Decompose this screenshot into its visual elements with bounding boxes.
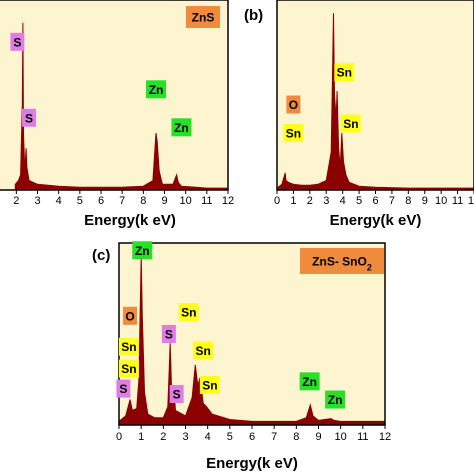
- peak-label-box: [199, 375, 220, 394]
- plot-background: [277, 0, 474, 190]
- x-tick-label: 3: [182, 431, 188, 443]
- peak-label-box: [325, 390, 346, 409]
- peak-label-box: [286, 95, 301, 114]
- peak-label-s: S: [25, 111, 33, 125]
- x-tick-label: 12: [222, 195, 234, 207]
- panel-label: (b): [244, 7, 263, 24]
- spectrum-trace: [14, 22, 228, 190]
- peak-label-zn: Zn: [135, 244, 150, 258]
- peak-label-box: [132, 241, 153, 260]
- peak-label-box: [118, 337, 139, 356]
- x-tick-label: 5: [356, 195, 362, 207]
- x-tick-label: 0: [116, 431, 122, 443]
- x-tick-label: 10: [435, 195, 447, 207]
- x-tick-label: 11: [357, 431, 368, 443]
- spectrum-trace: [277, 13, 474, 190]
- sample-label: ZnS- SnO2: [312, 255, 372, 273]
- x-tick-label: 7: [389, 195, 395, 207]
- peak-label-box: [178, 303, 199, 322]
- x-tick-label: 2: [307, 195, 313, 207]
- peak-label-zn: Zn: [328, 393, 343, 407]
- x-tick-label: 8: [140, 195, 146, 207]
- peak-label-box: [283, 124, 304, 142]
- x-tick-label: 10: [335, 431, 347, 443]
- sample-label-box: [186, 6, 220, 28]
- x-tick-label: 5: [77, 195, 83, 207]
- x-tick-label: 6: [98, 195, 104, 207]
- peak-label-sn: Sn: [286, 127, 301, 141]
- peak-label-box: [123, 306, 138, 325]
- x-tick-label: 2: [160, 431, 166, 443]
- x-tick-label: 4: [340, 195, 346, 207]
- x-axis-title: Energy(k eV): [330, 212, 422, 229]
- x-tick-label: 9: [315, 431, 321, 443]
- x-tick-label: 11: [452, 195, 463, 207]
- x-tick-label: 3: [323, 195, 329, 207]
- x-tick-label: 4: [56, 195, 62, 207]
- peak-label-o: O: [125, 309, 134, 323]
- peak-label-sn: Sn: [121, 362, 136, 376]
- peak-label-box: [171, 118, 192, 137]
- peak-label-o: O: [289, 98, 298, 112]
- peak-label-box: [118, 359, 139, 378]
- x-tick-label: 7: [271, 431, 277, 443]
- peak-label-s: S: [173, 388, 181, 402]
- panel-label: (c): [92, 247, 110, 264]
- sample-label: ZnS: [192, 11, 215, 25]
- x-tick-label: 0: [274, 195, 280, 207]
- x-tick-label: 12: [379, 431, 391, 443]
- sample-label-box: [300, 248, 384, 274]
- peak-label-sn: Sn: [181, 306, 196, 320]
- x-axis-title: Energy(k eV): [206, 455, 298, 472]
- peak-label-box: [340, 114, 361, 133]
- peak-label-box: [146, 80, 167, 99]
- x-tick-label: 5: [227, 431, 233, 443]
- x-tick-label: 7: [119, 195, 125, 207]
- peak-label-sn: Sn: [337, 66, 352, 80]
- peak-label-zn: Zn: [149, 83, 164, 97]
- x-tick-label: 6: [249, 431, 255, 443]
- x-tick-label: 10: [180, 195, 192, 207]
- spectrum-trace: [119, 255, 385, 425]
- x-tick-label: 11: [201, 195, 212, 207]
- peak-label-s: S: [119, 382, 127, 396]
- x-tick-label: 9: [161, 195, 167, 207]
- x-tick-label: 9: [422, 195, 428, 207]
- eds-panel-0: 2 3 4 5 6 7 8 9 10 11 12 Energy(k eV) ZnS S S Zn Zn: [0, 0, 234, 229]
- x-tick-label: 8: [293, 431, 299, 443]
- peak-label-box: [169, 385, 184, 404]
- peak-label-sn: Sn: [121, 340, 136, 354]
- peak-label-sn: Sn: [343, 117, 358, 131]
- x-tick-label: 4: [205, 431, 211, 443]
- x-tick-label: 1: [138, 431, 144, 443]
- x-tick-label: 6: [372, 195, 378, 207]
- peak-label-box: [299, 372, 320, 391]
- peak-label-box: [193, 341, 214, 360]
- x-tick-label: 3: [34, 195, 40, 207]
- x-tick-label: 1: [290, 195, 296, 207]
- peak-label-box: [22, 108, 37, 127]
- x-tick-label: 12: [468, 195, 474, 207]
- peak-label-box: [161, 325, 176, 343]
- peak-label-box: [116, 379, 131, 398]
- plot-background: [0, 0, 228, 190]
- peak-label-zn: Zn: [174, 121, 189, 135]
- peak-label-s: S: [165, 328, 173, 342]
- peak-label-sn: Sn: [202, 378, 217, 392]
- x-tick-label: 8: [405, 195, 411, 207]
- peak-label-box: [10, 32, 25, 51]
- peak-label-zn: Zn: [302, 375, 317, 389]
- x-tick-label: 2: [13, 195, 19, 207]
- peak-label-sn: Sn: [196, 344, 211, 358]
- peak-label-box: [334, 63, 355, 82]
- x-axis-title: Energy(k eV): [84, 212, 176, 229]
- peak-label-s: S: [13, 35, 21, 49]
